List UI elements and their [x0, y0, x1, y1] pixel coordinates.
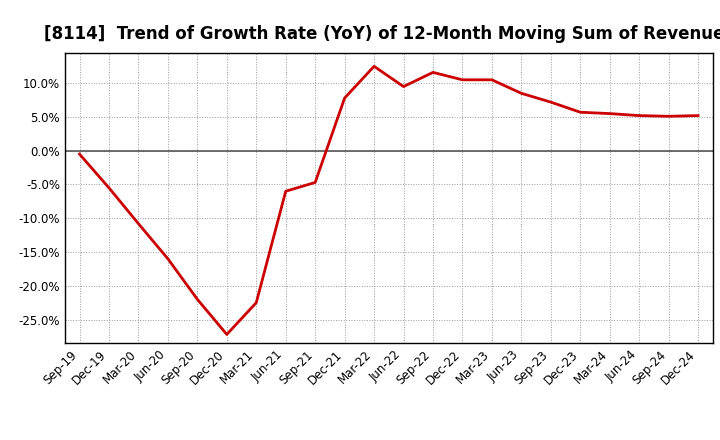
Title: [8114]  Trend of Growth Rate (YoY) of 12-Month Moving Sum of Revenues: [8114] Trend of Growth Rate (YoY) of 12-… — [44, 25, 720, 43]
